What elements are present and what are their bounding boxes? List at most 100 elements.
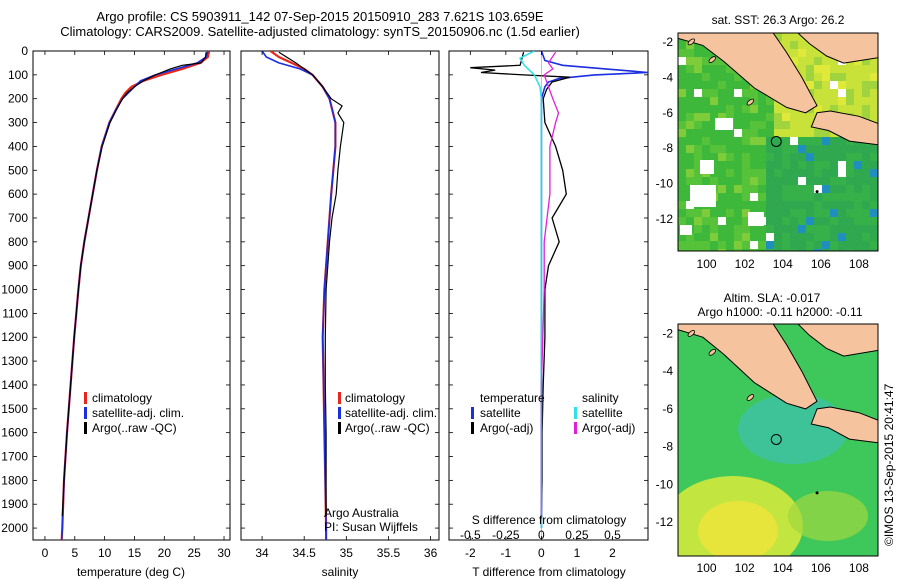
- legend-label: satellite: [480, 406, 521, 420]
- map-cell: [830, 225, 838, 233]
- map-cell: [846, 217, 854, 225]
- map-cell: [758, 249, 766, 251]
- map-cell: [766, 129, 774, 137]
- map-cell: [766, 225, 774, 233]
- map-cell: [790, 225, 798, 233]
- map-cell: [830, 153, 838, 161]
- map-cell: [822, 65, 830, 73]
- map-cell: [830, 137, 838, 145]
- map-cell: [742, 121, 750, 129]
- map-cell: [790, 177, 798, 185]
- map-cell: [678, 241, 686, 249]
- map-cell: [814, 81, 822, 89]
- map-cell: [678, 193, 686, 201]
- map-cell: [742, 241, 750, 249]
- map-cell: [734, 153, 742, 161]
- map-cell: [686, 129, 694, 137]
- map-cell: [678, 57, 686, 65]
- map-cell: [678, 145, 686, 153]
- map-cell: [790, 209, 798, 217]
- map-cell: [838, 81, 846, 89]
- map-y-tick-label: -8: [662, 440, 673, 454]
- land-java: [810, 406, 878, 444]
- legend-swatch-satellite: [338, 407, 341, 419]
- map-cell: [678, 49, 686, 57]
- map-cell: [686, 161, 694, 169]
- map-cell: [686, 89, 694, 97]
- map-cell: [734, 209, 742, 217]
- map-cell: [814, 65, 822, 73]
- map-cell: [702, 249, 710, 251]
- x-tick-label: 15: [128, 546, 142, 560]
- map-x-tick-label: 104: [773, 257, 793, 271]
- map-cell: [814, 233, 822, 241]
- map-cell: [718, 105, 726, 113]
- map-cell: [734, 225, 742, 233]
- x-tick-label-top: 0.25: [565, 528, 589, 542]
- map-cell: [774, 105, 782, 113]
- map-cloud-gap: [700, 160, 714, 174]
- map-cell: [838, 145, 846, 153]
- map-cell: [702, 177, 710, 185]
- map-cell: [718, 89, 726, 97]
- map-cell: [766, 153, 774, 161]
- map-cell: [686, 137, 694, 145]
- map-cell: [822, 137, 830, 145]
- map-cell: [782, 113, 790, 121]
- map-cell: [806, 217, 814, 225]
- temperature-panel: [32, 50, 231, 541]
- map-cell: [862, 113, 870, 121]
- map-cell: [830, 177, 838, 185]
- map-cell: [710, 153, 718, 161]
- sst-map-title: sat. SST: 26.3 Argo: 26.2: [712, 13, 845, 27]
- map-cell: [718, 97, 726, 105]
- map-cell: [742, 177, 750, 185]
- land-sumatra: [678, 324, 818, 410]
- map-cell: [694, 153, 702, 161]
- map-cell: [718, 129, 726, 137]
- map-cell: [750, 185, 758, 193]
- map-cell: [750, 241, 758, 249]
- map-cell: [694, 65, 702, 73]
- map-cell: [830, 185, 838, 193]
- map-cell: [710, 65, 718, 73]
- map-cell: [726, 145, 734, 153]
- map-cell: [806, 121, 814, 129]
- map-cell: [822, 225, 830, 233]
- map-cell: [678, 73, 686, 81]
- map-cell: [798, 161, 806, 169]
- map-cell: [790, 193, 798, 201]
- map-cell: [710, 177, 718, 185]
- legend-swatch-argo: [338, 422, 341, 434]
- y-tick-label: 1500: [1, 402, 28, 416]
- y-tick-label: 1800: [1, 473, 28, 487]
- map-cell: [742, 145, 750, 153]
- map-cell: [726, 209, 734, 217]
- map-cell: [870, 177, 878, 185]
- y-tick-label: 1700: [1, 450, 28, 464]
- map-cell: [862, 201, 870, 209]
- map-cell: [718, 201, 726, 209]
- map-cell: [854, 225, 862, 233]
- map-cell: [726, 81, 734, 89]
- map-cell: [678, 41, 686, 49]
- map-cell: [774, 201, 782, 209]
- map-cell: [806, 129, 814, 137]
- sla-map-frame: [677, 323, 879, 557]
- map-cell: [862, 73, 870, 81]
- map-cell: [806, 241, 814, 249]
- map-cell: [726, 89, 734, 97]
- map-cell: [838, 233, 846, 241]
- map-cell: [790, 169, 798, 177]
- map-cell: [694, 249, 702, 251]
- map-cell: [734, 137, 742, 145]
- map-cell: [686, 65, 694, 73]
- map-cell: [798, 65, 806, 73]
- map-cell: [694, 89, 702, 97]
- map-cell: [846, 97, 854, 105]
- map-high-anomaly: [698, 501, 778, 556]
- y-tick-label: 700: [8, 211, 28, 225]
- map-cell: [734, 249, 742, 251]
- map-cell: [798, 185, 806, 193]
- map-cell: [734, 233, 742, 241]
